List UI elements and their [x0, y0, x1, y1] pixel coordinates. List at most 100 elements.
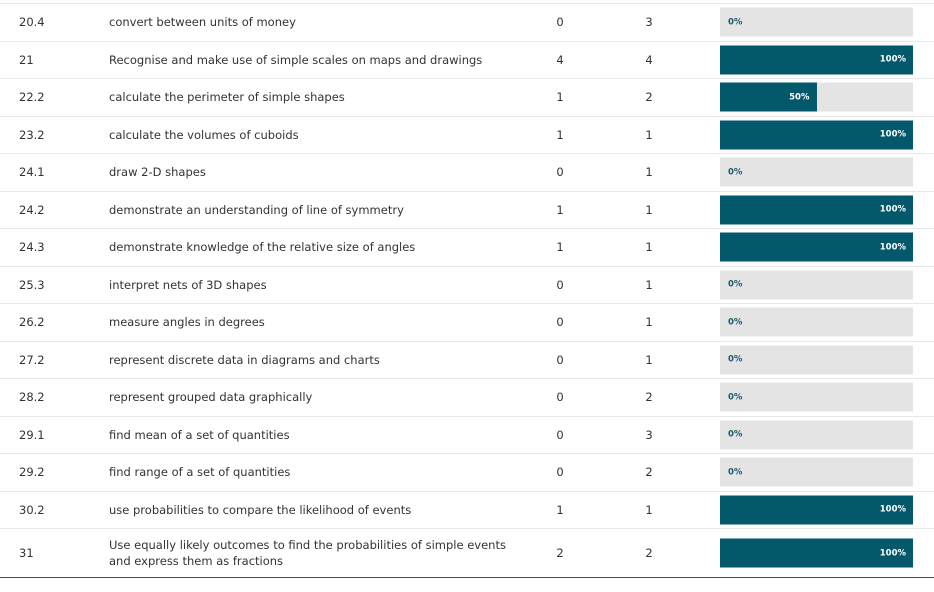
objective-code: 22.2	[19, 90, 45, 105]
objective-description: find mean of a set of quantities	[109, 427, 290, 442]
progress-bar: 50%	[720, 82, 913, 112]
table-row: 22.2 calculate the perimeter of simple s…	[0, 78, 934, 116]
progress-fill: 100%	[720, 232, 913, 262]
total-count: 1	[645, 165, 653, 180]
objective-description: represent discrete data in diagrams and …	[109, 352, 380, 367]
achieved-count: 4	[556, 52, 564, 67]
achieved-count: 1	[556, 202, 564, 217]
objective-description: measure angles in degrees	[109, 315, 265, 330]
achieved-count: 1	[556, 502, 564, 517]
achieved-count: 0	[556, 352, 564, 367]
total-count: 3	[645, 15, 653, 30]
objective-description: Recognise and make use of simple scales …	[109, 52, 483, 67]
achieved-count: 0	[556, 277, 564, 292]
objective-code: 30.2	[19, 502, 45, 517]
objective-code: 25.3	[19, 277, 45, 292]
progress-fill: 100%	[720, 45, 913, 75]
progress-label: 0%	[728, 167, 743, 178]
progress-fill: 100%	[720, 495, 913, 525]
objective-description: represent grouped data graphically	[109, 390, 313, 405]
table-row: 29.2 find range of a set of quantities 0…	[0, 453, 934, 491]
progress-fill: 100%	[720, 195, 913, 225]
objective-code: 29.2	[19, 465, 45, 480]
objective-code: 29.1	[19, 427, 45, 442]
progress-bar: 0%	[720, 307, 913, 337]
objective-code: 24.3	[19, 240, 45, 255]
progress-label: 50%	[789, 92, 810, 103]
total-count: 1	[645, 127, 653, 142]
progress-label: 0%	[728, 467, 743, 478]
progress-label: 100%	[879, 129, 906, 140]
progress-fill: 50%	[720, 82, 817, 112]
objective-code: 21	[19, 52, 34, 67]
progress-label: 0%	[728, 429, 743, 440]
table-row: 30.2 use probabilities to compare the li…	[0, 490, 934, 529]
progress-label: 0%	[728, 279, 743, 290]
total-count: 2	[645, 465, 653, 480]
total-count: 1	[645, 277, 653, 292]
progress-bar: 0%	[720, 345, 913, 375]
objective-description: interpret nets of 3D shapes	[109, 277, 267, 292]
table-row: 27.2 represent discrete data in diagrams…	[0, 340, 934, 379]
table-row: 21 Recognise and make use of simple scal…	[0, 40, 934, 79]
achieved-count: 0	[556, 427, 564, 442]
progress-bar: 100%	[720, 495, 913, 525]
progress-bar: 0%	[720, 270, 913, 300]
progress-bar: 0%	[720, 457, 913, 487]
objective-description: calculate the perimeter of simple shapes	[109, 90, 345, 105]
table-row: 28.2 represent grouped data graphically …	[0, 378, 934, 416]
objective-code: 26.2	[19, 315, 45, 330]
progress-bar: 100%	[720, 538, 913, 568]
progress-label: 100%	[879, 242, 906, 253]
progress-bar: 0%	[720, 157, 913, 187]
table-row: 25.3 interpret nets of 3D shapes 0 1 0%	[0, 265, 934, 304]
progress-label: 100%	[879, 504, 906, 515]
achieved-count: 1	[556, 127, 564, 142]
achieved-count: 1	[556, 240, 564, 255]
progress-bar: 100%	[720, 45, 913, 75]
progress-label: 0%	[728, 17, 743, 28]
total-count: 1	[645, 352, 653, 367]
objective-code: 31	[19, 546, 34, 560]
objectives-table: 20.4 convert between units of money 0 3 …	[0, 3, 934, 578]
table-row: 24.3 demonstrate knowledge of the relati…	[0, 228, 934, 266]
table-row: 23.2 calculate the volumes of cuboids 1 …	[0, 115, 934, 154]
progress-bar: 0%	[720, 7, 913, 37]
achieved-count: 0	[556, 390, 564, 405]
objective-description: Use equally likely outcomes to find the …	[109, 538, 506, 568]
progress-label: 100%	[879, 204, 906, 215]
objective-description: use probabilities to compare the likelih…	[109, 502, 412, 517]
objective-description: calculate the volumes of cuboids	[109, 127, 299, 142]
progress-bar: 100%	[720, 195, 913, 225]
total-count: 1	[645, 315, 653, 330]
progress-label: 100%	[879, 54, 906, 65]
total-count: 1	[645, 202, 653, 217]
table-row: 20.4 convert between units of money 0 3 …	[0, 3, 934, 41]
table-row: 24.1 draw 2-D shapes 0 1 0%	[0, 153, 934, 191]
achieved-count: 1	[556, 90, 564, 105]
objective-description: find range of a set of quantities	[109, 465, 291, 480]
table-row: 29.1 find mean of a set of quantities 0 …	[0, 415, 934, 454]
progress-label: 0%	[728, 392, 743, 403]
total-count: 1	[645, 240, 653, 255]
progress-bar: 0%	[720, 382, 913, 412]
total-count: 2	[645, 546, 653, 560]
progress-label: 100%	[879, 548, 906, 558]
progress-bar: 100%	[720, 232, 913, 262]
table-row: 31 Use equally likely outcomes to find t…	[0, 528, 934, 578]
objective-code: 20.4	[19, 15, 45, 30]
objective-code: 24.2	[19, 202, 45, 217]
progress-label: 0%	[728, 354, 743, 365]
objective-description: demonstrate an understanding of line of …	[109, 202, 404, 217]
objective-code: 24.1	[19, 165, 45, 180]
progress-fill: 100%	[720, 120, 913, 150]
objective-description: convert between units of money	[109, 15, 296, 30]
table-row: 26.2 measure angles in degrees 0 1 0%	[0, 303, 934, 341]
achieved-count: 2	[556, 546, 564, 560]
total-count: 1	[645, 502, 653, 517]
achieved-count: 0	[556, 465, 564, 480]
achieved-count: 0	[556, 15, 564, 30]
achieved-count: 0	[556, 315, 564, 330]
objective-code: 28.2	[19, 390, 45, 405]
table-row: 24.2 demonstrate an understanding of lin…	[0, 190, 934, 229]
